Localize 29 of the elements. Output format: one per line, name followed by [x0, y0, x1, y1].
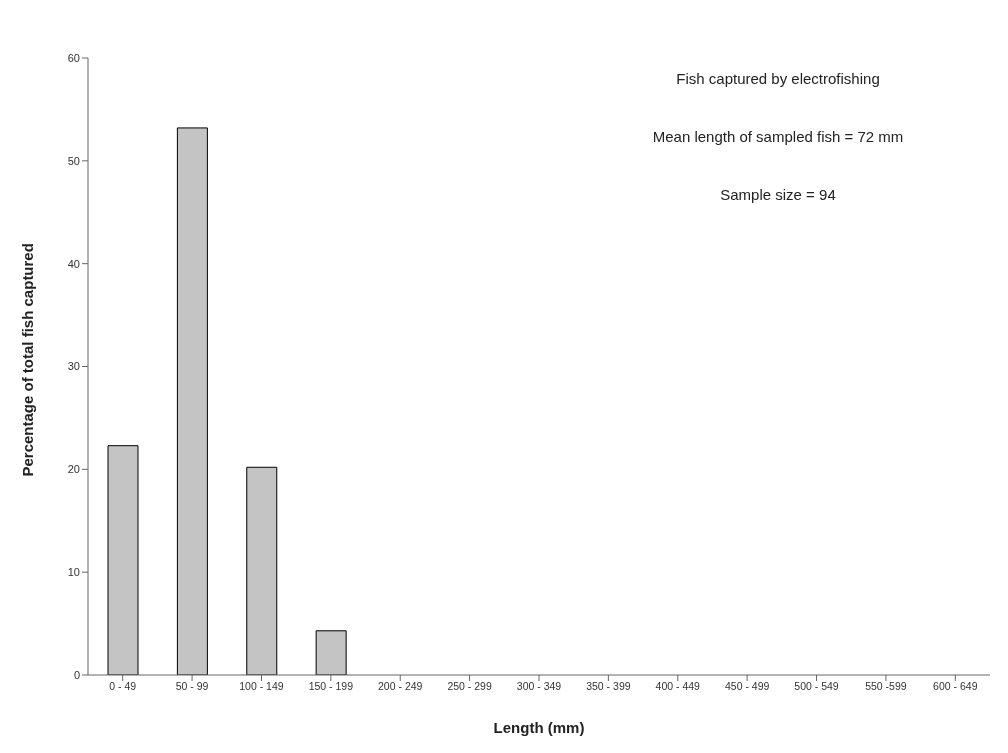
y-axis-title: Percentage of total fish captured	[19, 243, 37, 477]
x-tick-label: 150 - 199	[308, 680, 354, 693]
x-tick-label: 400 - 449	[655, 680, 701, 693]
x-axis-title: Length (mm)	[493, 719, 585, 736]
x-tick-label: 50 - 99	[175, 680, 209, 693]
bar	[107, 445, 139, 675]
x-tick-label: 250 - 299	[447, 680, 492, 693]
x-tick-label: 100 - 149	[239, 680, 284, 693]
y-tick-label: 0	[73, 668, 80, 681]
annotation: Sample size = 94	[719, 186, 837, 203]
x-tick-label: 600 - 649	[933, 680, 978, 693]
x-tick-label: 500 - 549	[794, 680, 839, 693]
x-tick-label: 300 - 349	[516, 680, 562, 693]
bar	[246, 466, 278, 675]
y-tick-label: 10	[67, 566, 80, 579]
x-tick-label: 450 - 499	[724, 680, 770, 693]
x-tick-label: 550 -599	[865, 680, 907, 693]
bar	[315, 630, 347, 675]
y-tick-label: 20	[67, 463, 80, 476]
x-tick-label: 0 - 49	[109, 680, 137, 693]
y-tick-label: 40	[67, 257, 80, 270]
x-tick-label: 350 - 399	[586, 680, 631, 693]
y-tick-label: 30	[67, 360, 80, 373]
x-tick-label: 200 - 249	[378, 680, 423, 693]
bar	[176, 127, 208, 675]
annotation: Fish captured by electrofishing	[675, 70, 881, 87]
y-tick-label: 60	[67, 51, 80, 64]
y-tick-label: 50	[67, 154, 80, 167]
annotation: Mean length of sampled fish = 72 mm	[651, 128, 905, 145]
